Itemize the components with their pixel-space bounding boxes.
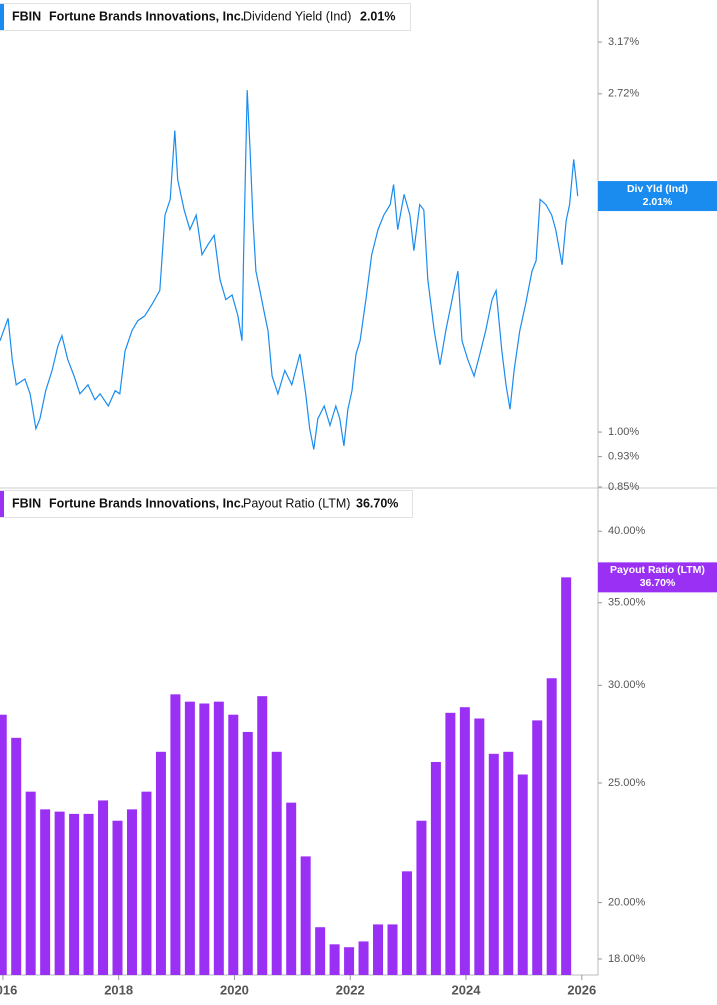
x-tick-label: 2026 bbox=[567, 982, 596, 997]
company: Fortune Brands Innovations, Inc. bbox=[49, 9, 244, 23]
bar bbox=[373, 924, 384, 975]
ticker: FBIN bbox=[12, 496, 41, 510]
y-tick-label: 35.00% bbox=[608, 597, 646, 609]
bar bbox=[54, 811, 65, 975]
header-bottom: FBIN Fortune Brands Innovations, Inc. Pa… bbox=[0, 490, 413, 518]
bar bbox=[401, 871, 412, 975]
bar bbox=[387, 924, 398, 975]
bar bbox=[503, 751, 514, 975]
bar bbox=[184, 701, 195, 975]
bar bbox=[83, 813, 94, 975]
bar bbox=[532, 720, 543, 975]
x-tick-label: 2022 bbox=[336, 982, 365, 997]
tag-box bbox=[598, 181, 717, 212]
y-tick-label: 40.00% bbox=[608, 525, 646, 537]
bar bbox=[430, 761, 441, 975]
bar bbox=[126, 809, 137, 975]
bar bbox=[141, 791, 152, 975]
bar bbox=[112, 820, 123, 975]
bar bbox=[546, 678, 557, 975]
y-tick-label: 3.17% bbox=[608, 36, 639, 48]
series-value: 2.01% bbox=[360, 9, 395, 23]
bar bbox=[11, 737, 22, 975]
data-line bbox=[0, 90, 579, 450]
series-value: 36.70% bbox=[356, 496, 398, 510]
bar bbox=[344, 947, 355, 975]
ticker: FBIN bbox=[12, 9, 41, 23]
y-tick-label: 1.00% bbox=[608, 426, 639, 438]
tag-value: 36.70% bbox=[640, 577, 676, 589]
y-tick-label: 30.00% bbox=[608, 679, 646, 691]
header-top: FBIN Fortune Brands Innovations, Inc. Di… bbox=[0, 3, 411, 31]
y-tick-label: 25.00% bbox=[608, 777, 646, 789]
tag-value: 2.01% bbox=[643, 196, 673, 208]
y-tick-label: 0.85% bbox=[608, 481, 639, 493]
header-box bbox=[0, 3, 411, 31]
tag-name: Payout Ratio (LTM) bbox=[610, 564, 705, 576]
bar bbox=[40, 809, 51, 975]
bar bbox=[445, 712, 456, 975]
last-value-tag: Payout Ratio (LTM)36.70% bbox=[598, 562, 717, 593]
tag-name: Div Yld (Ind) bbox=[627, 183, 688, 195]
x-tick-label: 2024 bbox=[452, 982, 482, 997]
bar bbox=[315, 927, 326, 975]
bar bbox=[228, 714, 239, 975]
tag-box bbox=[598, 562, 717, 593]
bar bbox=[561, 577, 572, 975]
y-tick-label: 18.00% bbox=[608, 953, 646, 965]
bar bbox=[358, 941, 369, 975]
x-tick-label: 2016 bbox=[0, 982, 17, 997]
last-value-tag: Div Yld (Ind)2.01% bbox=[598, 181, 717, 212]
company: Fortune Brands Innovations, Inc. bbox=[49, 496, 244, 510]
bar bbox=[170, 694, 181, 975]
bar bbox=[213, 701, 224, 975]
bar bbox=[286, 802, 297, 975]
series-name: Payout Ratio (LTM) bbox=[243, 496, 350, 510]
bar bbox=[271, 751, 282, 975]
bar bbox=[69, 813, 80, 975]
bar bbox=[155, 751, 166, 975]
bar bbox=[517, 774, 528, 975]
y-tick-label: 0.93% bbox=[608, 451, 639, 463]
bar bbox=[0, 714, 7, 975]
x-tick-label: 2018 bbox=[104, 982, 133, 997]
header-box bbox=[0, 490, 413, 518]
bar bbox=[242, 731, 253, 975]
y-tick-label: 20.00% bbox=[608, 896, 646, 908]
bar bbox=[98, 800, 109, 975]
bar bbox=[488, 753, 499, 975]
bar bbox=[329, 944, 340, 975]
y-tick-label: 2.72% bbox=[608, 88, 639, 100]
header-swatch bbox=[0, 491, 4, 517]
bar bbox=[300, 856, 311, 975]
series-name: Dividend Yield (Ind) bbox=[243, 9, 351, 23]
bar bbox=[459, 707, 470, 975]
header-swatch bbox=[0, 4, 4, 30]
bar bbox=[416, 820, 427, 975]
bar bbox=[257, 696, 268, 975]
bar bbox=[25, 791, 36, 975]
x-tick-label: 2020 bbox=[220, 982, 249, 997]
bar bbox=[474, 718, 485, 975]
bar bbox=[199, 703, 210, 975]
